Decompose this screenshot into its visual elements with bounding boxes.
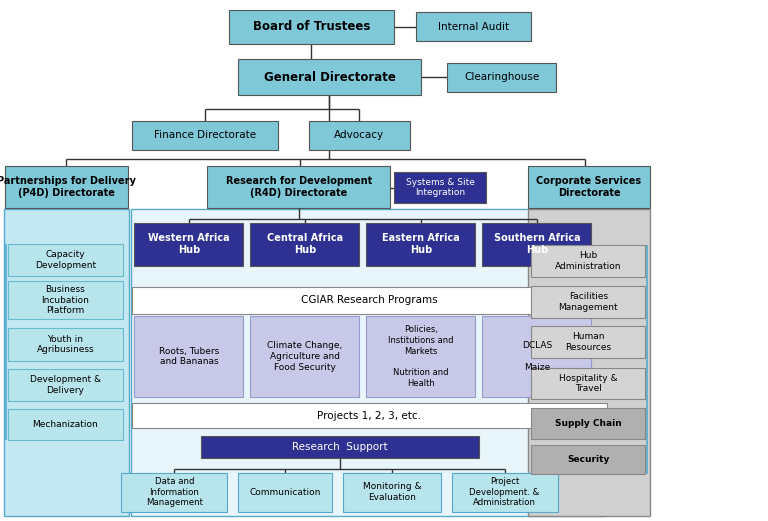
Text: Research for Development
(R4D) Directorate: Research for Development (R4D) Directora… (226, 176, 372, 198)
Text: Partnerships for Delivery
(P4D) Directorate: Partnerships for Delivery (P4D) Director… (0, 176, 136, 198)
Text: Corporate Services
Directorate: Corporate Services Directorate (537, 176, 641, 198)
FancyBboxPatch shape (132, 403, 607, 428)
Text: Internal Audit: Internal Audit (439, 21, 509, 32)
Text: Advocacy: Advocacy (334, 130, 385, 141)
Text: Finance Directorate: Finance Directorate (154, 130, 256, 141)
FancyBboxPatch shape (8, 328, 123, 361)
FancyBboxPatch shape (8, 281, 123, 319)
FancyBboxPatch shape (5, 166, 128, 208)
FancyBboxPatch shape (447, 63, 556, 92)
FancyBboxPatch shape (452, 473, 558, 512)
Text: Climate Change,
Agriculture and
Food Security: Climate Change, Agriculture and Food Sec… (267, 341, 343, 372)
FancyBboxPatch shape (132, 121, 278, 150)
Text: CGIAR Research Programs: CGIAR Research Programs (301, 295, 438, 305)
FancyBboxPatch shape (207, 166, 390, 208)
Text: Business
Incubation
Platform: Business Incubation Platform (41, 285, 89, 315)
FancyBboxPatch shape (531, 408, 645, 439)
Text: Projects 1, 2, 3, etc.: Projects 1, 2, 3, etc. (317, 411, 422, 421)
FancyBboxPatch shape (482, 223, 591, 266)
Text: Human
Resources: Human Resources (565, 332, 611, 352)
Text: Clearinghouse: Clearinghouse (464, 72, 539, 82)
Text: Policies,
Institutions and
Markets

Nutrition and
Health: Policies, Institutions and Markets Nutri… (388, 325, 454, 388)
Text: Hub
Administration: Hub Administration (555, 251, 621, 271)
FancyBboxPatch shape (238, 473, 332, 512)
FancyBboxPatch shape (121, 473, 227, 512)
Text: Development &
Delivery: Development & Delivery (30, 375, 101, 395)
Text: Systems & Site
Integration: Systems & Site Integration (406, 178, 475, 197)
Text: Communication: Communication (250, 488, 320, 497)
Text: Facilities
Management: Facilities Management (558, 292, 618, 312)
FancyBboxPatch shape (309, 121, 410, 150)
Text: Western Africa
Hub: Western Africa Hub (148, 233, 230, 255)
FancyBboxPatch shape (250, 316, 359, 397)
Text: Data and
Information
Management: Data and Information Management (146, 477, 203, 507)
Text: Capacity
Development: Capacity Development (35, 250, 96, 270)
FancyBboxPatch shape (229, 10, 394, 44)
Text: Eastern Africa
Hub: Eastern Africa Hub (382, 233, 460, 255)
FancyBboxPatch shape (531, 445, 645, 474)
FancyBboxPatch shape (531, 326, 645, 358)
Text: General Directorate: General Directorate (263, 71, 396, 83)
FancyBboxPatch shape (343, 473, 441, 512)
FancyBboxPatch shape (366, 316, 475, 397)
FancyBboxPatch shape (528, 209, 650, 516)
FancyBboxPatch shape (8, 409, 123, 440)
Text: DCLAS

Maize: DCLAS Maize (521, 341, 552, 372)
FancyBboxPatch shape (250, 223, 359, 266)
FancyBboxPatch shape (4, 209, 129, 516)
Text: Central Africa
Hub: Central Africa Hub (266, 233, 343, 255)
Text: Hospitality &
Travel: Hospitality & Travel (559, 374, 617, 393)
FancyBboxPatch shape (8, 244, 123, 276)
Text: Board of Trustees: Board of Trustees (253, 20, 370, 33)
FancyBboxPatch shape (531, 245, 645, 277)
FancyBboxPatch shape (531, 286, 645, 318)
FancyBboxPatch shape (394, 172, 486, 203)
FancyBboxPatch shape (8, 369, 123, 401)
FancyBboxPatch shape (131, 209, 605, 516)
Text: Roots, Tubers
and Bananas: Roots, Tubers and Bananas (159, 347, 219, 366)
FancyBboxPatch shape (238, 59, 421, 95)
Text: Project
Development. &
Administration: Project Development. & Administration (469, 477, 540, 507)
FancyBboxPatch shape (482, 316, 591, 397)
FancyBboxPatch shape (531, 368, 645, 399)
Text: Mechanization: Mechanization (32, 420, 98, 429)
FancyBboxPatch shape (132, 287, 607, 314)
FancyBboxPatch shape (134, 223, 243, 266)
Text: Youth in
Agribusiness: Youth in Agribusiness (36, 334, 94, 354)
Text: Security: Security (567, 455, 610, 464)
FancyBboxPatch shape (528, 166, 650, 208)
FancyBboxPatch shape (134, 316, 243, 397)
Text: Research  Support: Research Support (293, 442, 388, 452)
Text: Monitoring &
Evaluation: Monitoring & Evaluation (362, 482, 422, 502)
FancyBboxPatch shape (366, 223, 475, 266)
FancyBboxPatch shape (201, 436, 479, 458)
Text: Southern Africa
Hub: Southern Africa Hub (494, 233, 580, 255)
FancyBboxPatch shape (416, 12, 531, 41)
Text: Supply Chain: Supply Chain (555, 419, 621, 428)
